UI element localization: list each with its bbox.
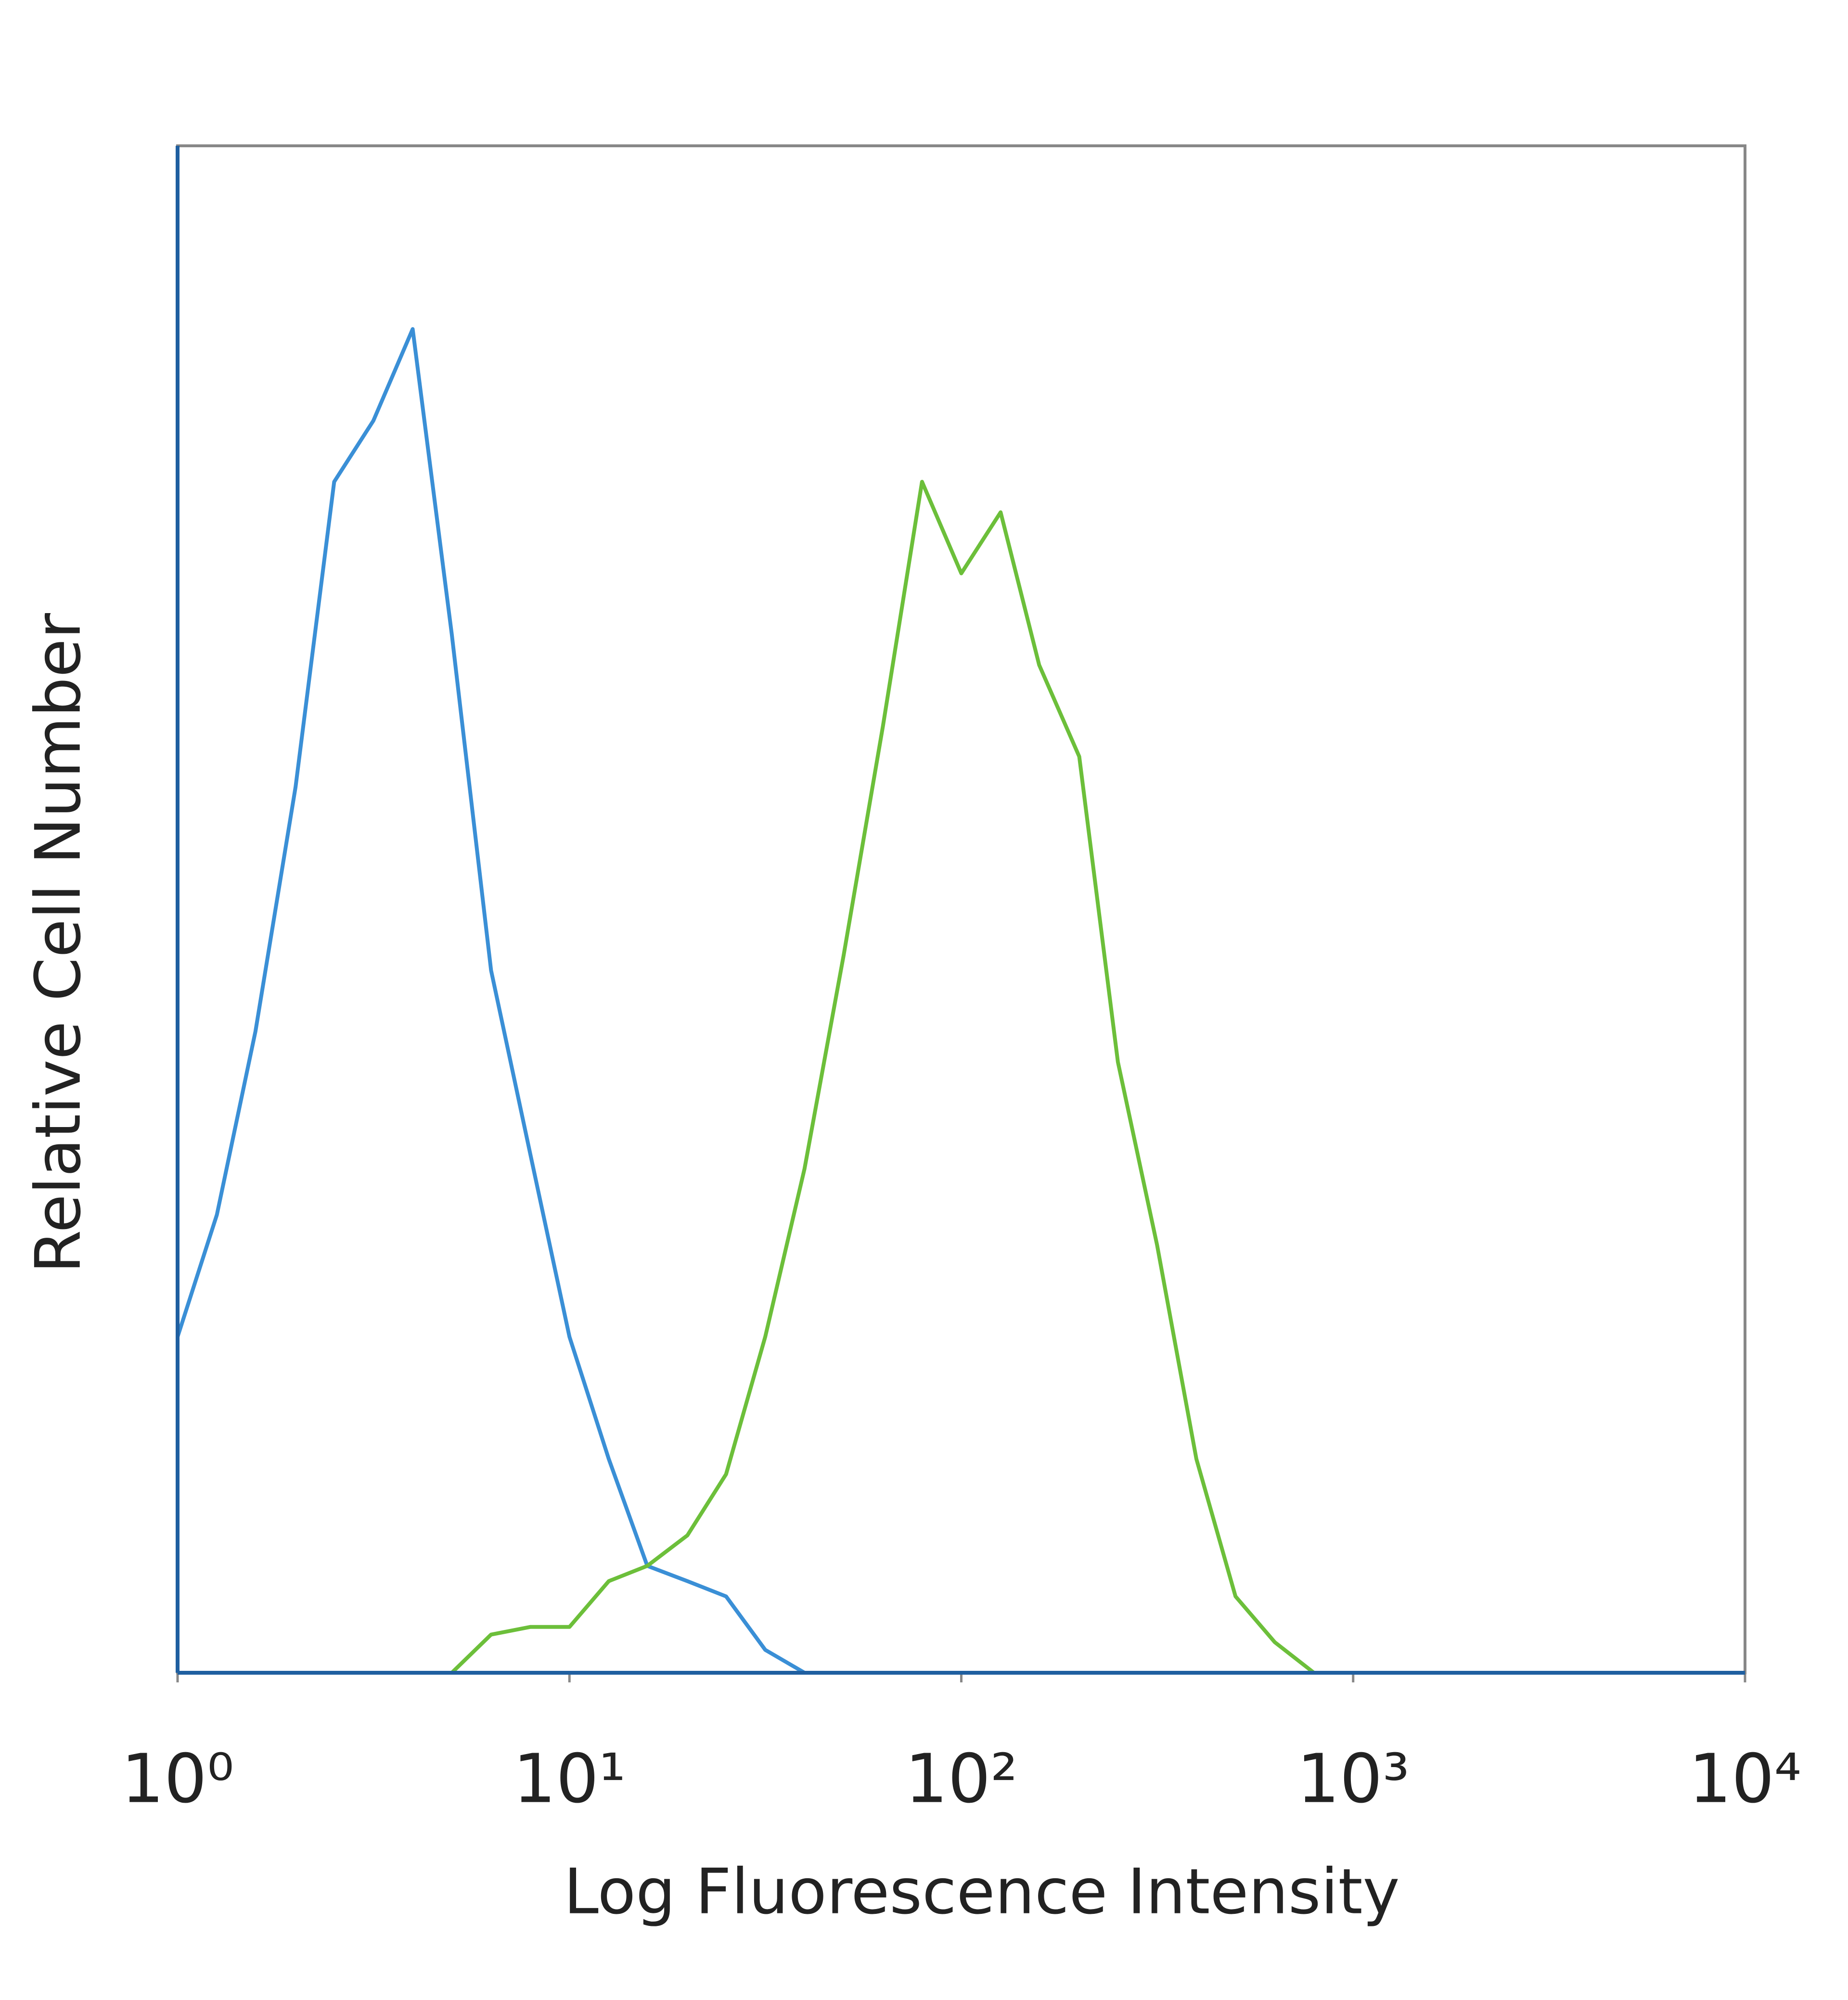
histogram-line — [176, 327, 1353, 1675]
x-axis-title: Log Fluorescence Intensity — [564, 1855, 1399, 1928]
x-tick-label: 10⁰ — [121, 1740, 234, 1819]
x-tick-label: 10³ — [1297, 1740, 1410, 1819]
x-tick-label: 10² — [905, 1740, 1017, 1819]
y-axis-title: Relative Cell Number — [22, 613, 95, 1273]
histogram-line — [178, 480, 1353, 1675]
plot-frame — [176, 144, 1746, 1674]
x-tick-label: 10⁴ — [1689, 1740, 1801, 1819]
x-tick-label: 10¹ — [513, 1740, 626, 1819]
